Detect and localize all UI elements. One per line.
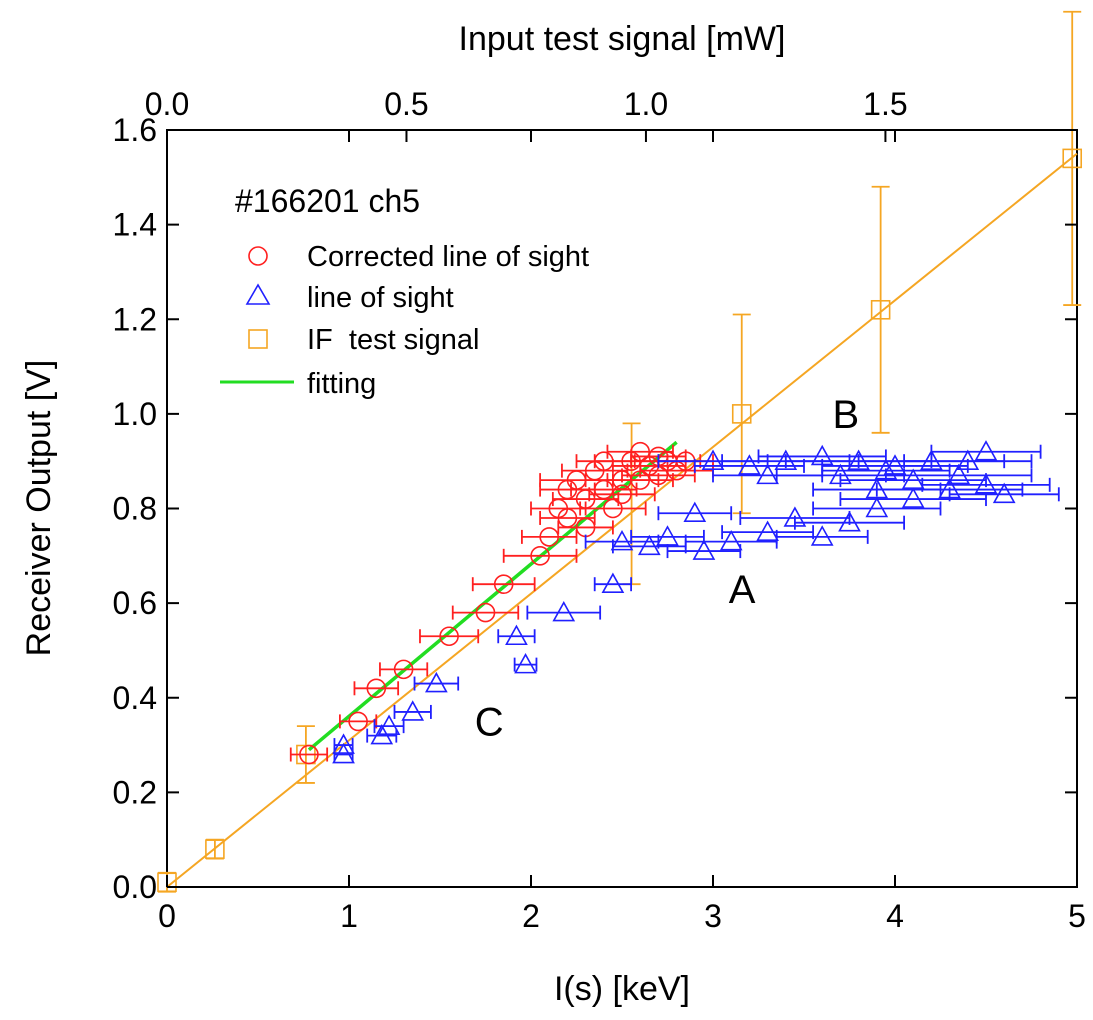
legend-entry-if-test-signal: IF test signal bbox=[248, 324, 479, 356]
data-point-triangle bbox=[756, 463, 779, 485]
data-point-circle bbox=[393, 659, 414, 680]
data-point-circle bbox=[603, 498, 623, 519]
data-point-triangle bbox=[738, 454, 761, 475]
legend-entry-line-of-sight: line of sight bbox=[245, 282, 454, 314]
data-point-triangle bbox=[425, 671, 448, 693]
data-point-circle bbox=[493, 574, 514, 595]
data-point-circle bbox=[530, 546, 550, 566]
data-point-triangle bbox=[920, 449, 943, 470]
data-point-triangle bbox=[692, 539, 716, 560]
data-point-triangle bbox=[865, 496, 889, 518]
x-axis-label: I(s) [keV] bbox=[554, 970, 690, 1008]
legend-triangle-marker bbox=[245, 283, 271, 305]
data-point-circle bbox=[539, 527, 560, 547]
data-point-triangle bbox=[838, 511, 861, 532]
data-point-triangle bbox=[377, 714, 401, 735]
data-point-triangle bbox=[865, 477, 889, 499]
data-point-triangle bbox=[774, 449, 798, 470]
y-tick-label: 1.6 bbox=[113, 112, 157, 148]
data-point-triangle bbox=[974, 473, 998, 494]
legend-label-line-of-sight: line of sight bbox=[307, 282, 454, 314]
legend: #166201 ch5 Corrected line of sight line… bbox=[220, 183, 589, 400]
x-tick-label: 2 bbox=[522, 898, 540, 934]
data-point-triangle bbox=[601, 572, 625, 594]
series-4 bbox=[332, 440, 1060, 764]
data-point-triangle bbox=[610, 529, 634, 551]
data-point-triangle bbox=[401, 700, 425, 721]
data-point-square bbox=[1062, 148, 1083, 169]
legend-circle-marker bbox=[248, 246, 268, 266]
data-point-circle bbox=[630, 470, 651, 490]
data-point-triangle bbox=[883, 454, 907, 475]
x-tick-label: 1 bbox=[340, 898, 358, 934]
data-point-triangle bbox=[847, 449, 870, 470]
data-point-circle bbox=[299, 744, 319, 765]
top-x-tick-label: 1.0 bbox=[624, 86, 668, 122]
data-point-square bbox=[205, 839, 225, 859]
data-point-square bbox=[870, 299, 891, 320]
y-tick-label: 1.4 bbox=[113, 207, 157, 243]
data-point-circle bbox=[557, 479, 578, 500]
legend-entry-fitting: fitting bbox=[220, 368, 376, 400]
data-point-triangle bbox=[810, 525, 834, 546]
data-point-triangle bbox=[656, 525, 679, 546]
data-point-circle bbox=[548, 498, 569, 519]
data-point-triangle bbox=[756, 520, 779, 541]
x-tick-label: 5 bbox=[1068, 898, 1086, 934]
y-tick-label: 0.2 bbox=[113, 774, 157, 810]
data-point-triangle bbox=[947, 463, 971, 485]
data-point-square bbox=[731, 404, 752, 424]
annotation-a: A bbox=[729, 568, 756, 612]
top-x-tick-label: 0.5 bbox=[384, 86, 428, 122]
x-tick-label: 4 bbox=[886, 898, 904, 934]
data-point-triangle bbox=[956, 449, 980, 470]
x-tick-label: 0 bbox=[158, 898, 176, 934]
data-point-triangle bbox=[637, 534, 661, 556]
chart-marks bbox=[157, 10, 1083, 893]
y-tick-label: 1.0 bbox=[113, 396, 157, 432]
y-tick-label: 1.2 bbox=[113, 301, 157, 337]
annotation-c: C bbox=[475, 701, 504, 745]
y-axis-label: Receiver Output [V] bbox=[20, 360, 58, 657]
legend-square-marker bbox=[248, 329, 268, 349]
data-point-triangle bbox=[683, 501, 707, 523]
data-point-circle bbox=[612, 484, 632, 505]
data-point-triangle bbox=[505, 624, 528, 646]
data-point-circle bbox=[475, 602, 496, 623]
top-x-axis-label: Input test signal [mW] bbox=[459, 20, 786, 58]
y-tick-label: 0.0 bbox=[113, 869, 157, 905]
legend-entry-corrected: Corrected line of sight bbox=[248, 241, 589, 273]
series-0 bbox=[157, 10, 1083, 893]
y-tick-label: 0.8 bbox=[113, 491, 157, 527]
data-point-triangle bbox=[332, 733, 355, 754]
axes: 0 1 2 3 4 5 0.0 0.5 1.0 1.5 0.0 0.2 0.4 0.6 0.8 1.0 1.2 1… bbox=[113, 86, 1086, 934]
data-point-square bbox=[157, 872, 177, 893]
y-tick-label: 0.6 bbox=[113, 585, 157, 621]
annotation-b: B bbox=[833, 393, 860, 437]
top-x-tick-label: 0.0 bbox=[145, 86, 189, 122]
data-point-triangle bbox=[901, 468, 925, 489]
top-x-tick-label: 1.5 bbox=[863, 86, 907, 122]
data-point-circle bbox=[439, 626, 459, 647]
data-point-triangle bbox=[874, 459, 898, 480]
data-point-triangle bbox=[719, 529, 743, 551]
data-point-triangle bbox=[992, 482, 1016, 504]
y-tick-label: 0.4 bbox=[113, 680, 157, 716]
legend-label-corrected: Corrected line of sight bbox=[307, 241, 589, 273]
x-tick-label: 3 bbox=[704, 898, 722, 934]
legend-label-fitting: fitting bbox=[307, 368, 376, 400]
data-point-triangle bbox=[514, 652, 537, 674]
data-point-circle bbox=[366, 678, 387, 699]
annotations: B A C bbox=[475, 393, 860, 745]
data-point-circle bbox=[348, 711, 368, 732]
data-point-triangle bbox=[974, 440, 998, 461]
legend-label-if-test-signal: IF test signal bbox=[307, 324, 479, 356]
legend-title: #166201 ch5 bbox=[235, 183, 420, 219]
trend-line bbox=[166, 152, 1078, 888]
data-point-circle bbox=[593, 451, 614, 471]
data-point-triangle bbox=[552, 600, 576, 622]
data-point-triangle bbox=[901, 487, 925, 508]
